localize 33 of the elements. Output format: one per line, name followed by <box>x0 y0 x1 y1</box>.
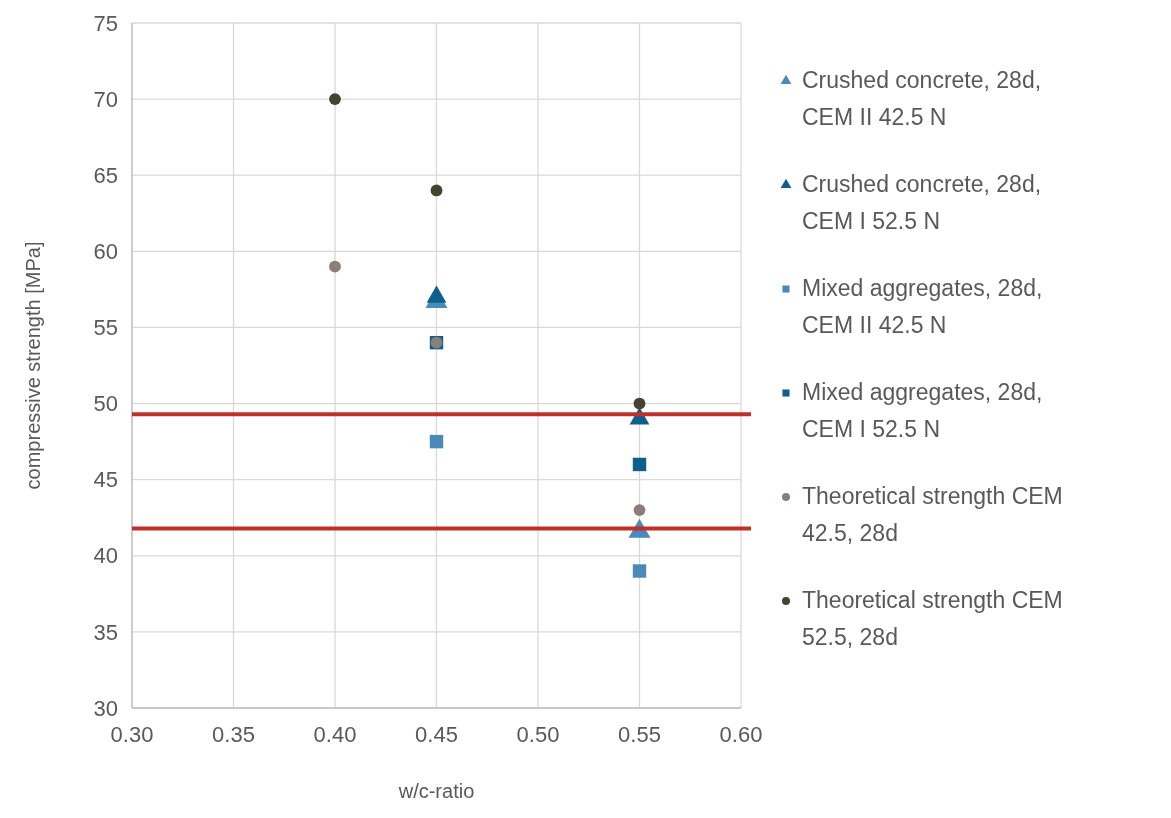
point <box>632 457 647 472</box>
x-tick-label: 0.45 <box>415 722 458 747</box>
legend-label: Mixed aggregates, 28d, CEM II 42.5 N <box>802 275 1043 338</box>
y-tick-label: 45 <box>93 467 118 493</box>
point <box>329 93 341 106</box>
x-tick-label: 0.30 <box>110 722 154 747</box>
legend-label: Theoretical strength CEM 42.5, 28d <box>802 483 1063 546</box>
y-tick-label: 70 <box>93 86 118 112</box>
legend-label: Theoretical strength CEM 52.5, 28d <box>802 587 1063 650</box>
y-tick-label: 55 <box>93 315 118 341</box>
x-tick-label: 0.50 <box>516 722 560 747</box>
point <box>329 260 341 273</box>
point <box>633 397 646 410</box>
y-tick-label: 65 <box>93 162 118 188</box>
point <box>633 504 646 517</box>
y-tick-label: 50 <box>93 391 118 417</box>
y-tick-label: 35 <box>93 619 118 645</box>
point <box>429 434 444 449</box>
x-axis-title: w/c-ratio <box>397 780 475 802</box>
legend-label: Crushed concrete, 28d, CEM I 52.5 N <box>802 171 1042 234</box>
y-tick-label: 60 <box>93 239 118 265</box>
x-tick-label: 0.35 <box>212 722 255 747</box>
y-tick-label: 30 <box>93 695 118 721</box>
legend-label: Crushed concrete, 28d, CEM II 42.5 N <box>802 67 1042 130</box>
y-tick-label: 40 <box>93 543 118 569</box>
x-tick-label: 0.55 <box>618 722 661 747</box>
y-axis-title: compressive strength [MPa] <box>22 241 44 490</box>
point <box>632 564 647 578</box>
point <box>430 184 443 197</box>
x-tick-label: 0.60 <box>719 722 763 747</box>
legend-label: Mixed aggregates, 28d, CEM I 52.5 N <box>802 379 1043 442</box>
y-tick-label: 75 <box>93 10 118 36</box>
x-tick-label: 0.40 <box>313 722 357 747</box>
